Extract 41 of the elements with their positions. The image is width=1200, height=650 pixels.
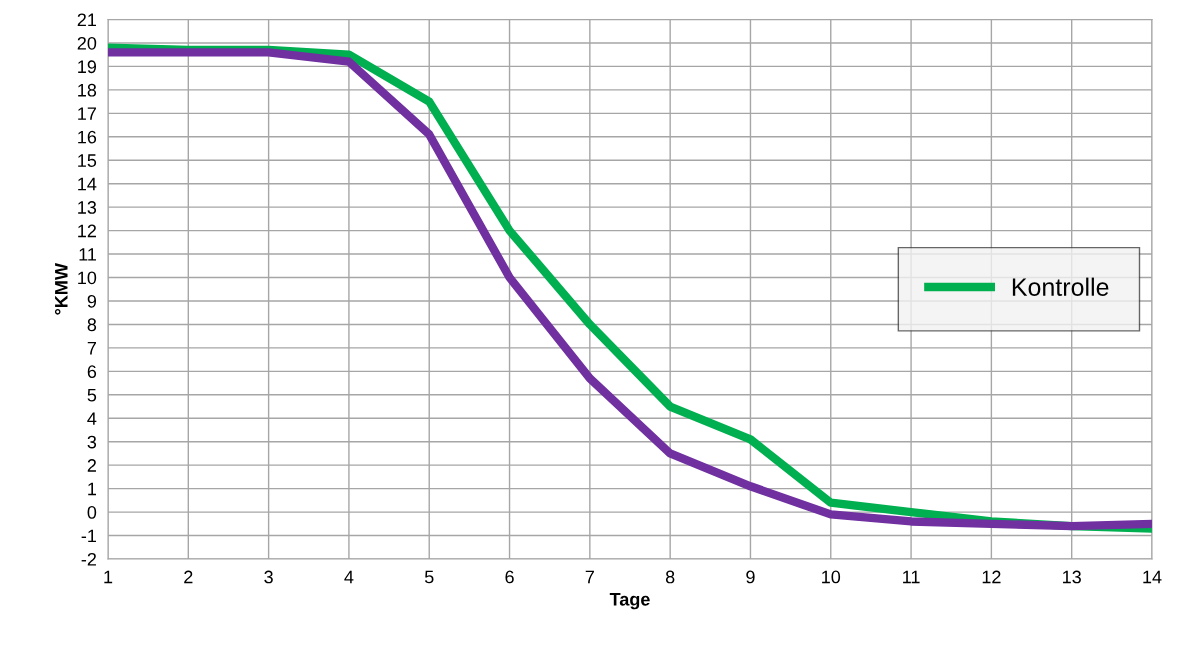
y-tick-label: 4 [87,412,97,425]
y-tick-label: 0 [87,506,97,519]
x-tick-label: 9 [746,570,755,584]
y-tick-label: 13 [78,201,97,214]
y-tick-label: 12 [78,224,96,238]
x-tick-label: 5 [424,570,434,584]
y-tick-label: 11 [79,248,97,261]
x-tick-label: 12 [982,570,1001,584]
y-tick-label: 15 [78,154,97,167]
y-tick-label: 3 [87,435,97,449]
y-axis-title: °KMW [54,263,68,315]
x-tick-label: 2 [184,570,193,584]
x-tick-label: 13 [1063,570,1081,584]
legend-label: Kontrolle [1012,277,1109,296]
y-tick-label: -2 [81,552,96,566]
y-tick-label: 1 [88,482,97,496]
y-tick-label: 17 [78,107,96,120]
x-tick-label: 4 [344,570,354,584]
y-tick-label: 20 [77,36,97,50]
y-tick-label: 5 [87,388,97,402]
y-tick-label: 9 [87,294,97,308]
y-tick-label: 8 [87,318,97,332]
y-tick-label: 21 [77,13,97,27]
x-tick-label: 3 [264,570,273,584]
y-tick-label: 7 [87,342,96,355]
x-axis-title: Tage [609,593,650,610]
y-tick-label: 2 [87,459,96,472]
x-tick-label: 6 [505,570,514,584]
x-tick-label: 10 [822,570,841,584]
x-tick-label: 1 [104,570,113,584]
y-tick-label: -1 [81,529,97,543]
y-tick-label: 19 [78,60,97,74]
x-tick-label: 14 [1143,570,1162,584]
x-tick-label: 7 [585,570,594,584]
x-tick-label: 8 [665,570,675,584]
y-tick-label: 14 [78,177,97,191]
y-tick-label: 18 [78,83,97,97]
y-tick-label: 10 [78,271,97,285]
y-tick-label: 16 [78,130,97,144]
y-tick-label: 6 [87,365,97,379]
x-tick-label: 11 [903,570,920,584]
